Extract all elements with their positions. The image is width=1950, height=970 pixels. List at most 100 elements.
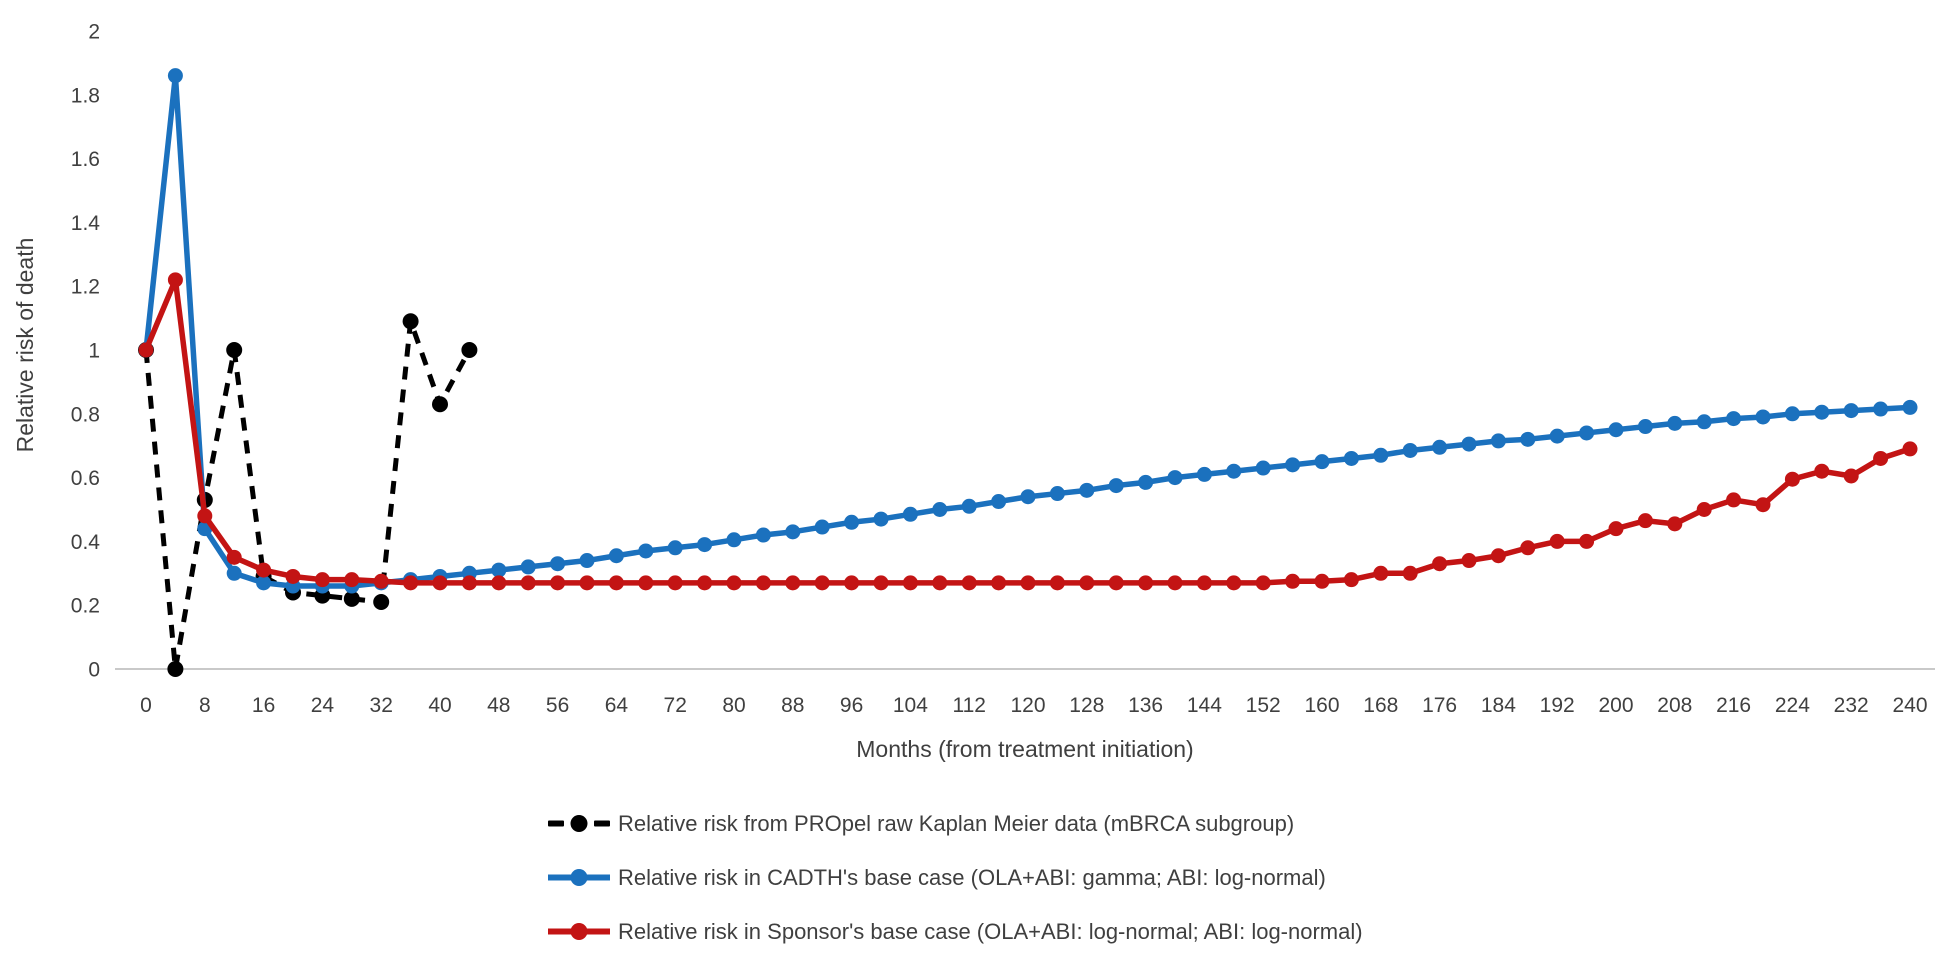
data-point-sponsor-base-case	[1461, 553, 1477, 569]
data-point-cadth-base-case	[1520, 431, 1536, 447]
data-point-sponsor-base-case	[1255, 575, 1271, 591]
x-tick-label: 184	[1481, 694, 1516, 717]
data-point-cadth-base-case	[579, 553, 595, 569]
x-tick-label: 176	[1422, 694, 1457, 717]
y-tick-label: 1.8	[71, 84, 100, 107]
data-point-sponsor-base-case	[403, 575, 419, 591]
x-axis-title: Months (from treatment initiation)	[856, 736, 1193, 762]
y-tick-label: 1	[88, 340, 100, 363]
x-tick-label: 240	[1892, 694, 1927, 717]
data-point-sponsor-base-case	[667, 575, 683, 591]
data-point-sponsor-base-case	[373, 573, 389, 589]
data-point-cadth-base-case	[1373, 447, 1389, 463]
y-tick-label: 0.6	[71, 467, 100, 490]
data-point-sponsor-base-case	[755, 575, 771, 591]
data-point-cadth-base-case	[1637, 419, 1653, 435]
data-point-sponsor-base-case	[1726, 492, 1742, 508]
data-point-propel-km	[167, 661, 184, 677]
data-point-cadth-base-case	[1167, 470, 1183, 486]
data-point-cadth-base-case	[1020, 489, 1036, 505]
data-point-sponsor-base-case	[1579, 533, 1595, 549]
legend-marker-red-dot	[570, 923, 588, 940]
data-point-sponsor-base-case	[1873, 450, 1889, 466]
x-tick-label: 56	[546, 694, 569, 717]
x-tick-label: 208	[1657, 694, 1692, 717]
data-point-sponsor-base-case	[226, 549, 242, 565]
x-tick-label: 168	[1363, 694, 1398, 717]
data-point-sponsor-base-case	[1373, 565, 1389, 581]
data-point-sponsor-base-case	[579, 575, 595, 591]
data-point-cadth-base-case	[1784, 406, 1800, 422]
x-tick-label: 144	[1187, 694, 1222, 717]
y-tick-label: 1.4	[71, 212, 101, 235]
data-point-sponsor-base-case	[844, 575, 860, 591]
x-tick-label: 128	[1069, 694, 1104, 717]
data-point-sponsor-base-case	[314, 572, 330, 588]
data-point-cadth-base-case	[1255, 460, 1271, 476]
data-point-cadth-base-case	[961, 498, 977, 514]
data-point-sponsor-base-case	[138, 342, 154, 358]
x-tick-label: 16	[252, 694, 275, 717]
data-point-cadth-base-case	[1314, 454, 1330, 470]
data-point-sponsor-base-case	[1814, 463, 1830, 479]
data-point-cadth-base-case	[1108, 478, 1124, 494]
data-point-cadth-base-case	[873, 511, 889, 527]
data-point-cadth-base-case	[256, 575, 272, 591]
legend-dash-left	[548, 820, 564, 827]
legend: Relative risk from PROpel raw Kaplan Mei…	[548, 811, 1363, 944]
data-point-sponsor-base-case	[1020, 575, 1036, 591]
data-point-cadth-base-case	[1696, 414, 1712, 430]
data-point-cadth-base-case	[1608, 422, 1624, 438]
y-tick-label: 2	[88, 21, 100, 44]
data-point-sponsor-base-case	[491, 575, 507, 591]
data-point-propel-km	[343, 590, 360, 607]
data-point-sponsor-base-case	[285, 568, 301, 584]
data-point-sponsor-base-case	[1138, 575, 1154, 591]
data-point-cadth-base-case	[1196, 466, 1212, 482]
x-tick-label: 64	[605, 694, 629, 717]
legend-dash-right	[594, 820, 610, 827]
data-point-sponsor-base-case	[461, 575, 477, 591]
data-point-cadth-base-case	[226, 565, 242, 581]
data-point-sponsor-base-case	[1696, 502, 1712, 517]
legend-label-sponsor-base-case: Relative risk in Sponsor's base case (OL…	[618, 919, 1363, 944]
x-tick-label: 88	[781, 694, 804, 717]
x-tick-label: 104	[893, 694, 928, 717]
legend-label-cadth-base-case: Relative risk in CADTH's base case (OLA+…	[618, 865, 1326, 890]
x-tick-label: 192	[1540, 694, 1575, 717]
y-tick-label: 0.4	[71, 531, 101, 554]
data-point-sponsor-base-case	[256, 562, 272, 578]
data-point-cadth-base-case	[1461, 436, 1477, 452]
data-point-sponsor-base-case	[814, 575, 830, 591]
data-point-propel-km	[402, 313, 419, 330]
data-point-sponsor-base-case	[1402, 565, 1418, 581]
data-point-sponsor-base-case	[344, 572, 360, 588]
data-point-cadth-base-case	[1549, 428, 1565, 444]
data-point-propel-km	[432, 396, 448, 413]
x-tick-label: 72	[664, 694, 687, 717]
x-tick-label: 40	[428, 694, 451, 717]
data-point-cadth-base-case	[1402, 442, 1418, 458]
x-tick-label: 224	[1775, 694, 1810, 717]
data-point-sponsor-base-case	[1167, 575, 1183, 591]
x-tick-label: 160	[1304, 694, 1339, 717]
x-tick-label: 200	[1598, 694, 1633, 717]
data-point-sponsor-base-case	[1902, 441, 1918, 457]
y-axis-ticks: 0 0.2 0.4 0.6 0.8 1 1.2 1.4 1.6 1.8 2	[71, 21, 101, 682]
data-point-cadth-base-case	[667, 540, 683, 556]
legend-item-sponsor-base-case: Relative risk in Sponsor's base case (OL…	[548, 919, 1363, 944]
data-point-cadth-base-case	[491, 562, 507, 578]
x-tick-label: 112	[952, 694, 985, 717]
data-point-cadth-base-case	[1902, 399, 1918, 415]
plot-series	[138, 68, 1918, 677]
data-point-sponsor-base-case	[1490, 548, 1506, 564]
data-point-cadth-base-case	[1226, 463, 1242, 479]
data-point-sponsor-base-case	[1079, 575, 1095, 591]
data-point-sponsor-base-case	[1285, 573, 1301, 589]
data-point-sponsor-base-case	[1226, 575, 1242, 591]
data-point-cadth-base-case	[1755, 409, 1771, 425]
data-point-cadth-base-case	[1814, 404, 1830, 420]
x-tick-label: 8	[199, 694, 211, 717]
data-point-cadth-base-case	[520, 559, 536, 575]
